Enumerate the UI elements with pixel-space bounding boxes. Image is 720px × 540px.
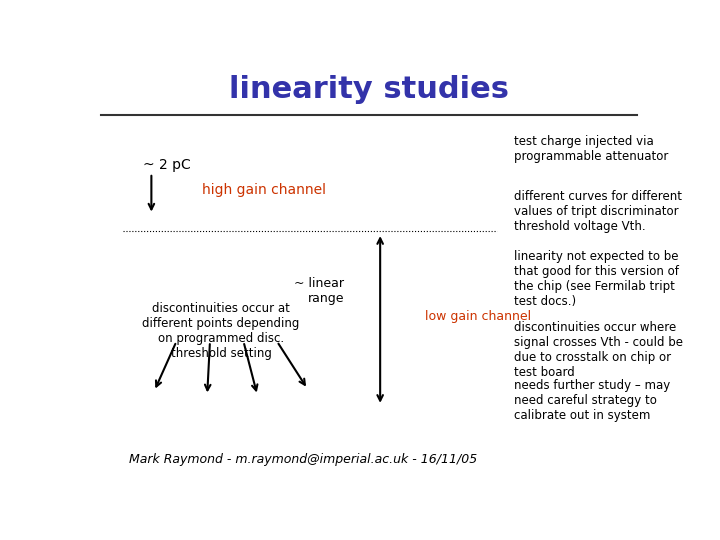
Text: needs further study – may
need careful strategy to
calibrate out in system: needs further study – may need careful s… <box>514 379 670 422</box>
Text: low gain channel: low gain channel <box>425 310 531 323</box>
Text: high gain channel: high gain channel <box>202 183 325 197</box>
Text: linearity not expected to be
that good for this version of
the chip (see Fermila: linearity not expected to be that good f… <box>514 250 679 308</box>
Text: discontinuities occur where
signal crosses Vth - could be
due to crosstalk on ch: discontinuities occur where signal cross… <box>514 321 683 379</box>
Text: ~ 2 pC: ~ 2 pC <box>143 158 191 172</box>
Text: discontinuities occur at
different points depending
on programmed disc.
threshol: discontinuities occur at different point… <box>143 302 300 360</box>
Text: test charge injected via
programmable attenuator: test charge injected via programmable at… <box>514 136 668 164</box>
Text: Mark Raymond - m.raymond@imperial.ac.uk - 16/11/05: Mark Raymond - m.raymond@imperial.ac.uk … <box>129 453 477 467</box>
Text: different curves for different
values of tript discriminator
threshold voltage V: different curves for different values of… <box>514 190 682 233</box>
Text: linearity studies: linearity studies <box>229 75 509 104</box>
Text: ~ linear
range: ~ linear range <box>294 278 344 306</box>
